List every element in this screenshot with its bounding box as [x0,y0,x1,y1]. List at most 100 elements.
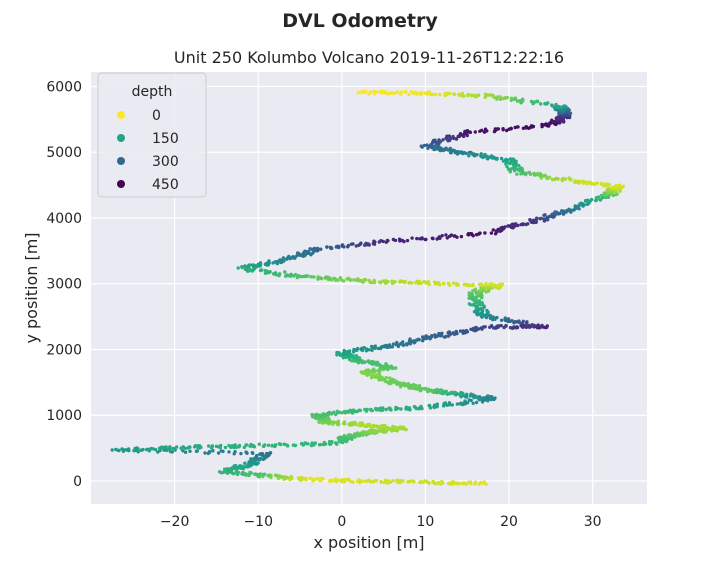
track-point [492,155,496,159]
track-point [621,184,625,188]
track-point [469,392,473,396]
track-point [530,323,534,327]
track-point [255,472,259,477]
track-point [406,382,411,386]
track-point [327,421,332,425]
x-tick-label: 10 [417,514,435,530]
x-axis-ticks: −20 −10 0 10 20 30 [160,514,602,530]
track-point [554,176,558,181]
track-point [498,95,502,99]
track-point [330,439,334,444]
track-point [384,426,388,430]
track-point [541,174,546,178]
track-point [418,480,423,484]
track-point [386,380,390,384]
track-point [423,237,427,242]
track-point [489,285,494,289]
track-point [394,366,398,370]
track-point [338,435,342,439]
track-point [356,346,360,351]
track-point [275,474,279,478]
track-point [363,360,367,364]
track-point [378,406,382,410]
track-point [379,479,383,484]
track-point [485,312,489,317]
track-point [371,369,376,373]
track-point [451,281,456,285]
track-point [480,283,485,288]
track-point [340,411,344,415]
track-point [477,395,482,399]
track-point [370,359,374,364]
track-point [358,421,362,425]
track-point [434,92,438,97]
track-point [383,91,388,95]
track-point [304,441,309,446]
track-point [474,480,478,484]
track-point [157,446,162,450]
track-point [420,406,424,411]
track-point [334,412,338,417]
track-point [440,331,444,335]
track-point [447,134,451,138]
track-point [427,282,432,287]
track-point [514,161,518,165]
track-point [216,445,220,449]
track-point [417,384,422,388]
track-point [286,444,290,448]
track-point [289,475,293,479]
track-point [567,176,571,180]
track-point [442,147,446,151]
track-point [313,441,317,445]
track-point [389,408,393,412]
track-point [558,211,562,216]
track-point [216,451,221,455]
track-point [240,472,244,476]
track-point [422,280,426,284]
track-point [319,247,323,251]
track-point [444,334,448,339]
track-point [478,288,483,293]
track-point [465,330,470,334]
legend-label: 0 [152,108,161,124]
track-point [527,170,531,175]
track-point [203,451,207,455]
track-point [325,245,329,249]
track-point [308,247,312,251]
track-point [408,479,412,484]
track-point [436,480,440,485]
track-point [415,279,419,284]
track-point [374,478,379,483]
track-point [397,237,402,241]
track-point [384,365,388,369]
track-point [611,185,615,189]
track-point [489,231,494,235]
track-point [372,430,376,434]
track-point [365,424,369,428]
track-point [462,94,466,98]
track-point [353,432,357,436]
track-point [194,449,199,453]
track-point [366,242,370,246]
x-tick-label: 30 [584,514,602,530]
track-point [183,450,188,454]
track-point [454,329,458,334]
track-point [415,236,419,241]
track-point [455,235,459,239]
track-point [521,319,525,323]
track-point [419,144,423,148]
track-point [384,429,388,433]
track-point [249,471,253,475]
track-point [483,95,487,99]
track-point [293,443,298,448]
track-point [369,373,373,377]
track-point [238,464,242,468]
track-point [369,480,373,484]
track-point [512,321,516,325]
track-point [367,348,371,352]
track-point [473,287,478,291]
track-point [567,207,571,211]
track-point [346,477,351,481]
track-point [401,479,405,483]
